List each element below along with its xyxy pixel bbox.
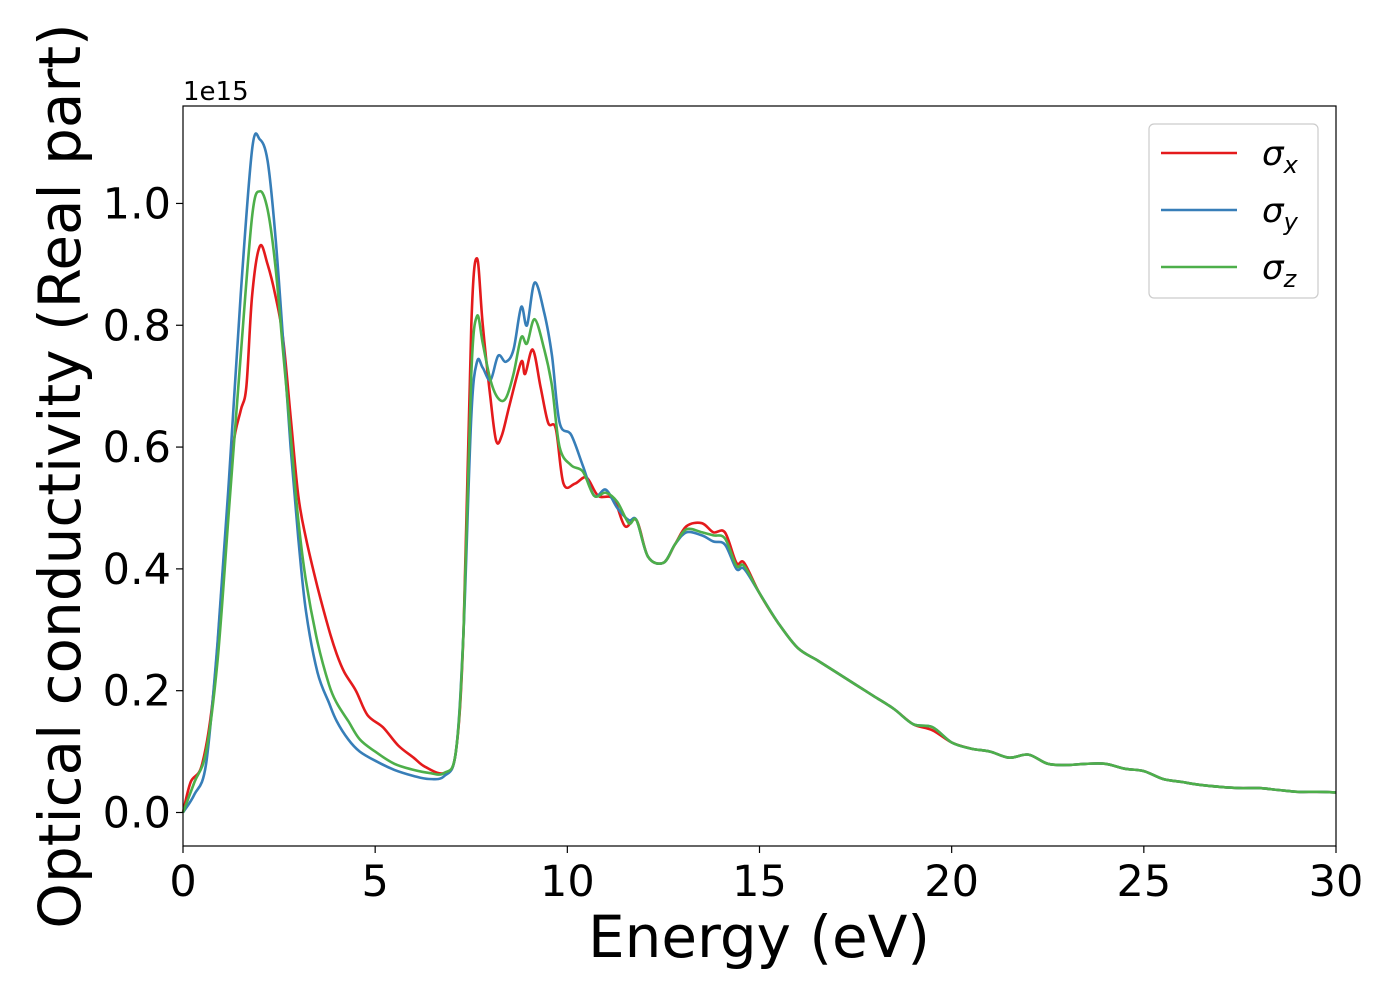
x-tick-label: 15 <box>732 857 787 907</box>
x-tick-label: 0 <box>169 857 196 907</box>
legend-label-symbol: σ <box>1262 134 1285 174</box>
legend-label-x: σx <box>1262 134 1299 179</box>
x-tick-label: 30 <box>1309 857 1364 907</box>
x-tick-label: 25 <box>1116 857 1171 907</box>
series-line-z <box>181 189 1337 813</box>
series-line-x <box>181 243 1337 813</box>
y-tick-label: 0.2 <box>103 667 171 717</box>
legend-label-subscript: x <box>1283 151 1299 179</box>
x-tick-label: 5 <box>361 857 388 907</box>
legend-label-y: σy <box>1262 191 1299 236</box>
y-axis-label: Optical conductivity (Real part) <box>26 23 94 928</box>
y-tick-label: 0.8 <box>103 301 171 351</box>
legend-label-z: σz <box>1262 248 1298 293</box>
offset-label: 1e15 <box>183 77 249 107</box>
x-axis-ticks: 0 5 10 15 20 25 30 <box>169 846 1363 907</box>
x-tick-label: 10 <box>540 857 595 907</box>
series-layer <box>181 132 1337 814</box>
legend-label-subscript: y <box>1283 208 1299 236</box>
legend-label-subscript: z <box>1283 265 1298 293</box>
x-axis-label: Energy (eV) <box>588 903 930 971</box>
y-axis-ticks: 0.0 0.2 0.4 0.6 0.8 1.0 <box>103 179 183 839</box>
y-tick-label: 0.6 <box>103 423 171 473</box>
x-tick-label: 20 <box>924 857 979 907</box>
y-tick-label: 1.0 <box>103 179 171 229</box>
legend-label-symbol: σ <box>1262 191 1285 231</box>
y-tick-label: 0.0 <box>103 789 171 839</box>
legend-label-symbol: σ <box>1262 248 1285 288</box>
y-tick-label: 0.4 <box>103 545 171 595</box>
